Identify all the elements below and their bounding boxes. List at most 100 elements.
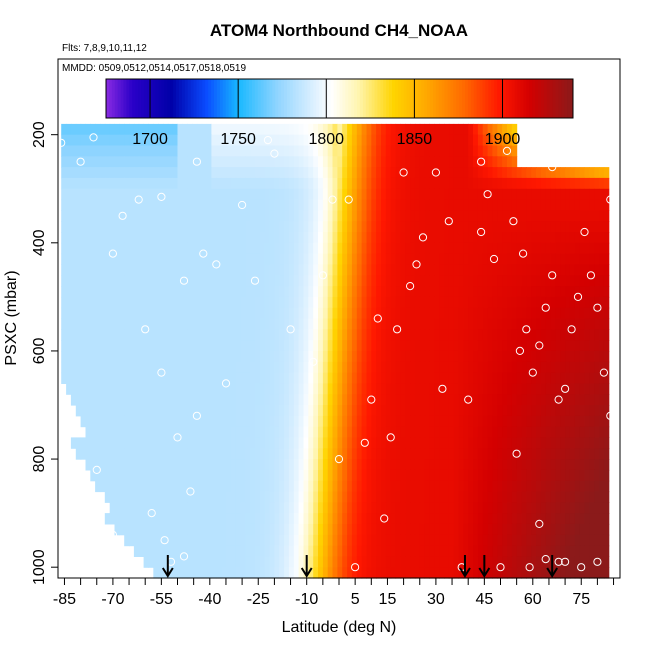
heat-cell [531, 318, 537, 330]
heat-cell [526, 567, 532, 579]
heat-cell [264, 545, 271, 557]
heat-cell [555, 491, 561, 503]
heat-cell [482, 242, 489, 255]
heat-cell [192, 415, 198, 428]
heat-cell [565, 296, 571, 309]
heat-cell [313, 329, 319, 341]
heat-cell [560, 242, 566, 255]
heat-cell [366, 491, 372, 503]
heat-cell [579, 177, 585, 190]
heat-cell [342, 253, 348, 265]
heat-cell [332, 383, 338, 395]
heat-cell [569, 361, 576, 374]
sample-point [263, 136, 272, 145]
heat-cell [511, 134, 518, 147]
heat-cell [337, 275, 343, 287]
sample-point [380, 514, 389, 523]
colorbar-segment [482, 79, 486, 118]
heat-cell [80, 340, 86, 352]
heat-cell [574, 188, 581, 201]
heat-cell [400, 296, 406, 309]
heat-cell [129, 426, 135, 438]
heat-cell [235, 513, 241, 525]
heat-cell [211, 513, 217, 525]
heat-cell [255, 372, 261, 384]
heat-cell [148, 415, 154, 428]
heat-cell [351, 350, 358, 363]
heat-cell [565, 307, 571, 320]
heat-cell [419, 350, 426, 363]
heat-cell [269, 567, 275, 579]
heat-cell [371, 372, 377, 384]
heat-cell [381, 459, 387, 471]
heat-cell [419, 329, 426, 341]
heat-cell [201, 296, 208, 309]
heat-cell [589, 188, 595, 201]
heat-cell [395, 361, 401, 374]
heat-cell [85, 361, 91, 374]
heat-cell [356, 210, 363, 222]
heat-cell [245, 480, 251, 493]
heat-cell [351, 275, 358, 287]
heat-cell [288, 383, 295, 395]
heat-cell [211, 188, 217, 201]
heat-cell [322, 567, 329, 579]
heat-cell [114, 296, 120, 309]
sample-point [157, 192, 166, 201]
heat-cell [124, 523, 130, 536]
sample-point [586, 271, 596, 280]
heat-cell [235, 188, 241, 201]
heat-cell [531, 534, 537, 547]
heat-cell [143, 286, 149, 298]
heat-cell [410, 296, 416, 309]
heat-cell [66, 145, 72, 157]
heat-cell [603, 275, 610, 287]
heat-cell [419, 188, 426, 201]
heat-cell [434, 534, 440, 547]
heat-cell [192, 210, 198, 222]
heat-cell [410, 188, 416, 201]
heat-cell [332, 307, 338, 320]
heat-cell [269, 372, 275, 384]
heat-cell [153, 156, 159, 168]
heat-cell [579, 340, 585, 352]
heat-cell [599, 350, 605, 363]
heat-cell [226, 448, 232, 460]
heat-cell [342, 361, 348, 374]
heat-cell [303, 242, 309, 255]
heat-cell [308, 286, 314, 298]
heat-cell [574, 437, 581, 449]
heat-cell [516, 264, 522, 276]
heat-cell [545, 372, 552, 384]
heat-cell [536, 361, 542, 374]
heat-cell [410, 534, 416, 547]
heat-cell [584, 545, 590, 557]
heat-cell [80, 275, 86, 287]
heat-cell [75, 167, 82, 179]
heat-cell [119, 513, 125, 525]
heat-cell [119, 350, 125, 363]
heat-cell [177, 394, 183, 406]
heat-cell [385, 199, 392, 211]
heat-cell [599, 340, 605, 352]
heat-cell [453, 232, 460, 244]
heat-cell [288, 350, 295, 363]
heat-cell [129, 383, 135, 395]
heat-cell [366, 459, 372, 471]
heat-cell [410, 242, 416, 255]
heat-cell [463, 188, 469, 201]
heat-cell [555, 264, 561, 276]
heat-cell [259, 437, 266, 449]
heat-cell [235, 134, 241, 147]
heat-cell [526, 210, 532, 222]
heat-cell [143, 134, 149, 147]
heat-cell [95, 437, 101, 449]
heat-cell [579, 210, 585, 222]
heat-cell [463, 480, 469, 493]
heat-cell [410, 372, 416, 384]
heat-cell [119, 318, 125, 330]
heat-cell [313, 123, 319, 136]
heat-cell [439, 221, 445, 233]
heat-cell [221, 448, 227, 460]
heat-cell [158, 296, 164, 309]
